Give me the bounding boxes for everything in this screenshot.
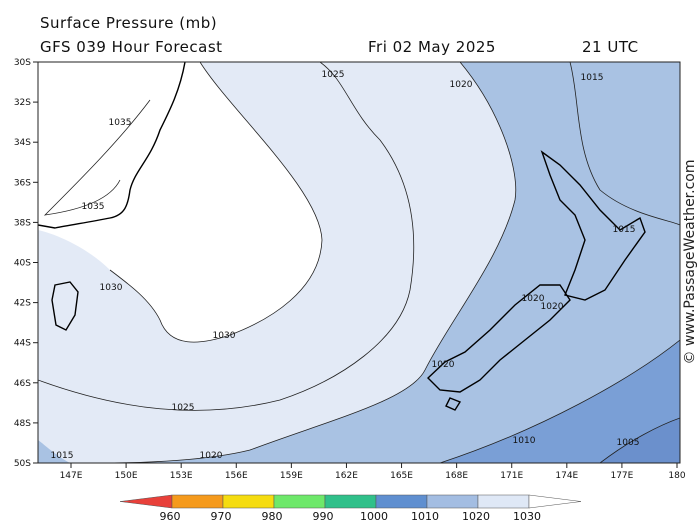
contour-labels: 1025 1020 1015 1035 1035 1030 1030 1025 … (51, 70, 640, 461)
lon-label: 180 (668, 471, 685, 481)
contour-label: 1020 (522, 294, 545, 304)
contour-label: 1020 (450, 80, 473, 90)
title: Surface Pressure (mb) (40, 14, 217, 32)
colorbar: 960 970 980 990 1000 1010 1020 1030 (119, 494, 582, 523)
contour-label: 1005 (617, 438, 640, 448)
lon-label: 174E (555, 471, 578, 481)
colorbar-label: 1010 (411, 510, 439, 523)
colorbar-end (528, 494, 582, 509)
colorbar-segment (273, 494, 326, 509)
colorbar-label: 1000 (360, 510, 388, 523)
lon-label: 177E (610, 471, 633, 481)
lat-label: 48S (14, 419, 31, 429)
coastline (51, 281, 79, 331)
coastline (445, 397, 462, 411)
contour (569, 62, 680, 226)
contour-label: 1015 (51, 451, 74, 461)
coastline (38, 62, 186, 229)
contour-label: 1015 (581, 73, 604, 83)
contour-label: 1015 (613, 225, 636, 235)
lat-label: 32S (14, 98, 31, 108)
contour (439, 339, 680, 463)
lon-label: 165E (390, 471, 413, 481)
colorbar-label: 970 (211, 510, 232, 523)
contour-label: 1020 (432, 360, 455, 370)
colorbar-label: 990 (313, 510, 334, 523)
colorbar-label: 960 (160, 510, 181, 523)
contour-label: 1035 (109, 118, 132, 128)
contour-label: 1030 (100, 283, 123, 293)
colorbar-label: 1020 (462, 510, 490, 523)
contour (38, 62, 415, 411)
lat-label: 46S (14, 379, 31, 389)
lat-label: 34S (14, 138, 31, 148)
lat-label: 42S (14, 299, 31, 309)
colorbar-segment (477, 494, 530, 509)
contour-label: 1010 (513, 436, 536, 446)
lat-label: 40S (14, 259, 31, 269)
date: Fri 02 May 2025 (368, 38, 496, 56)
contour-label: 1020 (200, 451, 223, 461)
lon-label: 147E (60, 471, 83, 481)
contour-label: 1025 (172, 403, 195, 413)
map: 1025 1020 1015 1035 1035 1030 1030 1025 … (37, 61, 681, 464)
lon-label: 150E (115, 471, 138, 481)
lat-label: 30S (14, 58, 31, 68)
axes: 30S 32S 34S 36S 38S 40S 42S 44S 46S 48S 50S 147E 150… (14, 58, 686, 481)
region-1030 (38, 62, 322, 343)
colorbar-label: 980 (262, 510, 283, 523)
lat-label: 38S (14, 218, 31, 228)
contour-label: 1020 (541, 302, 564, 312)
contour (99, 62, 517, 463)
colorbar-end (119, 494, 173, 509)
lat-label: 50S (14, 459, 31, 469)
contour (43, 99, 151, 216)
time: 21 UTC (582, 38, 639, 56)
colorbar-segment (324, 494, 377, 509)
lon-label: 168E (445, 471, 468, 481)
contour (109, 62, 323, 343)
colorbar-segment (171, 494, 224, 509)
contour-label: 1025 (322, 70, 345, 80)
coastline (426, 284, 571, 393)
colorbar-segment (375, 494, 428, 509)
lat-label: 36S (14, 178, 31, 188)
region-1005 (600, 418, 680, 463)
colorbar-label: 1030 (513, 510, 541, 523)
lon-label: 171E (500, 471, 523, 481)
colorbar-segment (222, 494, 275, 509)
contour-label: 1030 (213, 331, 236, 341)
region-1010 (440, 340, 680, 463)
watermark: © www.PassageWeather.com (682, 159, 698, 364)
lat-label: 44S (14, 339, 31, 349)
lon-label: 156E (225, 471, 248, 481)
lon-label: 153E (170, 471, 193, 481)
lon-label: 159E (280, 471, 303, 481)
contour (599, 417, 680, 463)
coastline (540, 150, 646, 301)
contour-label: 1035 (82, 202, 105, 212)
colorbar-segment (426, 494, 479, 509)
subtitle: GFS 039 Hour Forecast (40, 38, 223, 56)
lon-label: 162E (335, 471, 358, 481)
